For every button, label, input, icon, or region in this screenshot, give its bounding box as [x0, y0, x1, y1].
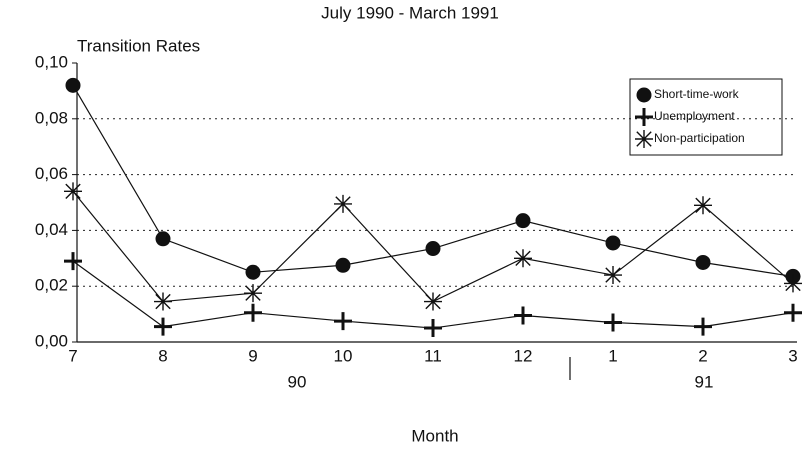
marker	[694, 317, 712, 336]
marker	[784, 303, 802, 322]
marker	[335, 257, 351, 273]
y-axis-label: Transition Rates	[77, 36, 200, 55]
x-tick-label: 2	[698, 346, 707, 365]
marker	[424, 319, 442, 338]
x-tick-label: 10	[334, 346, 353, 365]
y-tick-label: 0,02	[35, 276, 68, 295]
y-tick-label: 0,06	[35, 164, 68, 183]
marker	[604, 266, 622, 285]
marker	[425, 241, 441, 257]
marker	[635, 130, 653, 148]
legend-label: Non-participation	[654, 131, 745, 145]
marker	[65, 77, 81, 93]
marker	[605, 235, 621, 251]
y-tick-label: 0,04	[35, 220, 68, 239]
x-tick-label: 9	[248, 346, 257, 365]
marker	[154, 317, 172, 336]
marker	[334, 194, 352, 213]
marker	[424, 292, 442, 311]
x-tick-label: 11	[424, 346, 442, 365]
legend-label: Unemployment	[654, 109, 735, 123]
marker	[64, 252, 82, 271]
marker	[636, 87, 652, 103]
marker	[244, 303, 262, 322]
x-tick-label: 1	[608, 346, 617, 365]
marker	[155, 231, 171, 247]
x-tick-label: 8	[158, 346, 167, 365]
y-tick-label: 0,10	[35, 52, 68, 71]
x-tick-label: 12	[514, 346, 533, 365]
marker	[694, 196, 712, 215]
legend-box	[629, 78, 783, 156]
marker	[604, 313, 622, 332]
marker	[784, 274, 802, 293]
year-label: 91	[695, 372, 714, 391]
marker	[245, 264, 261, 280]
year-label: 90	[288, 372, 307, 391]
marker	[695, 254, 711, 270]
marker	[635, 108, 653, 126]
chart-title: July 1990 - March 1991	[321, 3, 499, 22]
marker	[154, 292, 172, 311]
marker	[244, 284, 262, 303]
legend-label: Short-time-work	[654, 87, 740, 101]
x-axis-label: Month	[411, 426, 458, 445]
marker	[64, 182, 82, 201]
y-tick-label: 0,08	[35, 108, 68, 127]
marker	[334, 312, 352, 331]
marker	[515, 213, 531, 229]
y-tick-label: 0,00	[35, 331, 68, 350]
x-tick-label: 3	[788, 346, 797, 365]
marker	[514, 306, 532, 325]
x-tick-label: 7	[68, 346, 77, 365]
marker	[514, 249, 532, 268]
